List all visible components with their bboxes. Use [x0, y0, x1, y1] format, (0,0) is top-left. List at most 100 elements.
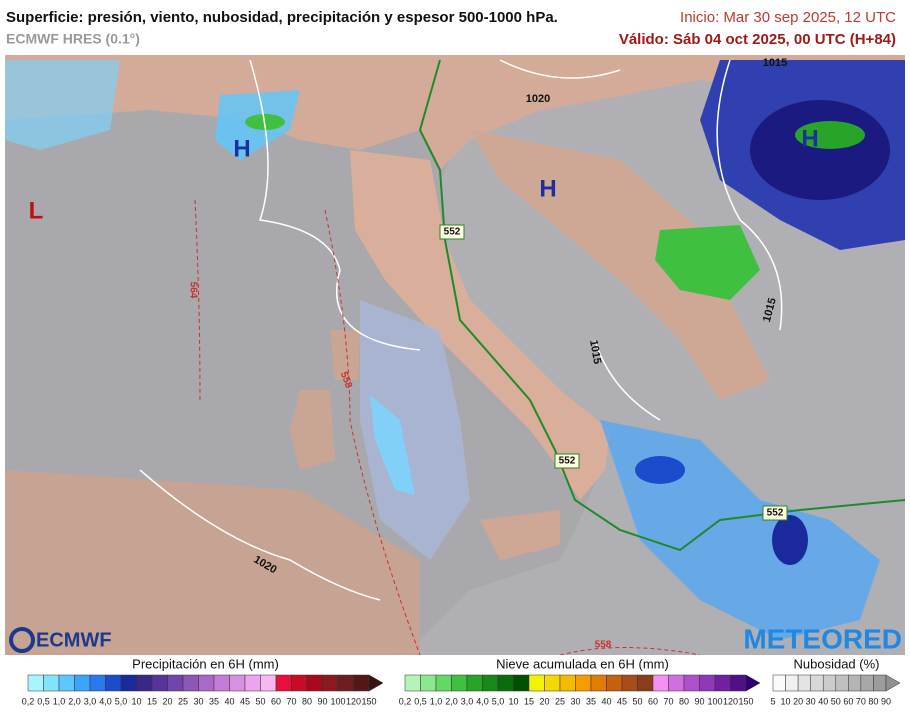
isobar [139, 59, 783, 601]
legend-label: 60 [648, 696, 658, 706]
legend-label: 80 [679, 696, 689, 706]
legend-swatch [275, 674, 292, 692]
legend-swatch [435, 674, 452, 692]
valid-time: Válido: Sáb 04 oct 2025, 00 UTC (H+84) [619, 31, 896, 48]
legend-label: 30 [806, 696, 816, 706]
rain-west [5, 60, 120, 150]
legend-label: 120 [723, 696, 738, 706]
legend-label: 4,0 [476, 696, 489, 706]
legend-swatch [244, 674, 261, 692]
legend-label: 60 [271, 696, 281, 706]
legend-swatch [136, 674, 153, 692]
legend-title: Nieve acumulada en 6H (mm) [496, 656, 669, 671]
land-north [5, 55, 905, 170]
legend-swatch [260, 674, 277, 692]
contour-label: 564 [187, 282, 198, 299]
legend-label: 35 [586, 696, 596, 706]
legend-swatch [120, 674, 137, 692]
thickness-552 [418, 59, 905, 552]
legend-title: Precipitación en 6H (mm) [132, 656, 279, 671]
legend-swatch [353, 674, 370, 692]
legend-swatch [482, 674, 499, 692]
legend-label: 120 [346, 696, 361, 706]
contour-label: 1015 [763, 57, 787, 69]
legend-label: 30 [193, 696, 203, 706]
legend-swatch [873, 674, 887, 692]
legend-label: 25 [178, 696, 188, 706]
italy [350, 150, 610, 500]
legend-label: 40 [818, 696, 828, 706]
legend-label: 150 [361, 696, 376, 706]
legend-label: 20 [793, 696, 803, 706]
legend-label: 5 [770, 696, 775, 706]
contour-label: 552 [767, 508, 784, 519]
legend-swatch [590, 674, 607, 692]
pressure-center: H [233, 135, 250, 162]
legend-swatch [497, 674, 514, 692]
rain-core [772, 515, 808, 565]
model: ECMWF HRES (0.1°) [6, 31, 140, 47]
rain-core [635, 456, 685, 484]
legend-swatch [772, 674, 786, 692]
legend-swatch [27, 674, 44, 692]
sicily [480, 510, 560, 560]
legend-swatch [810, 674, 824, 692]
legend-swatch [198, 674, 215, 692]
legend-swatch [43, 674, 60, 692]
legend-label: 50 [632, 696, 642, 706]
legend-label: 70 [286, 696, 296, 706]
legend-swatch [683, 674, 700, 692]
legend-label: 15 [147, 696, 157, 706]
legend-label: 10 [508, 696, 518, 706]
legend-swatch [105, 674, 122, 692]
legend-label: 4,0 [99, 696, 112, 706]
contour-label: 1015 [587, 339, 603, 365]
legend-label: 25 [555, 696, 565, 706]
title: Superficie: presión, viento, nubosidad, … [6, 9, 558, 26]
legend-label: 100 [707, 696, 722, 706]
legend-swatch [337, 674, 354, 692]
map [5, 55, 905, 655]
legend-swatch [621, 674, 638, 692]
legend-swatch [652, 674, 669, 692]
contour-label: 552 [559, 456, 576, 467]
legend-label: 40 [224, 696, 234, 706]
legend-swatch [785, 674, 799, 692]
snow [795, 121, 865, 149]
legend-label: 90 [694, 696, 704, 706]
legend-label: 45 [617, 696, 627, 706]
label-box [762, 505, 788, 521]
legend-swatch [544, 674, 561, 692]
legend-swatch [229, 674, 246, 692]
legend-label: 45 [240, 696, 250, 706]
pressure-center: H [801, 125, 818, 152]
legend-label: 70 [856, 696, 866, 706]
legend-swatch [182, 674, 199, 692]
legend-label: 0,2 [22, 696, 35, 706]
legend-swatch [151, 674, 168, 692]
legend-swatch [513, 674, 530, 692]
legend-swatch [848, 674, 862, 692]
legend-swatch [860, 674, 874, 692]
legend-label: 2,0 [445, 696, 458, 706]
legend-label: 10 [131, 696, 141, 706]
legend-label: 1,0 [53, 696, 66, 706]
label-box [554, 453, 580, 469]
snow [655, 225, 760, 300]
legend-label: 35 [209, 696, 219, 706]
legend-label: 50 [831, 696, 841, 706]
logo-ecmwf: ECMWF [36, 629, 112, 651]
pressure-center: L [29, 197, 44, 224]
legend-swatch [730, 674, 747, 692]
legend-arrow [368, 674, 384, 692]
legend-swatch [606, 674, 623, 692]
contour-label: 552 [444, 227, 461, 238]
legend-label: 20 [539, 696, 549, 706]
pressure-center: H [539, 175, 556, 202]
legend-label: 3,0 [461, 696, 474, 706]
legend-swatch [575, 674, 592, 692]
legend-swatch [89, 674, 106, 692]
balkans [470, 130, 770, 400]
rain-strip [370, 395, 415, 495]
legend-swatch [559, 674, 576, 692]
